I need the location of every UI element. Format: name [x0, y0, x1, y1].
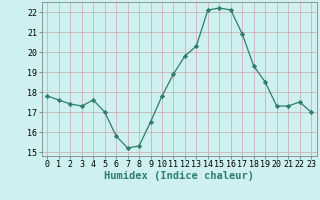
X-axis label: Humidex (Indice chaleur): Humidex (Indice chaleur)	[104, 171, 254, 181]
